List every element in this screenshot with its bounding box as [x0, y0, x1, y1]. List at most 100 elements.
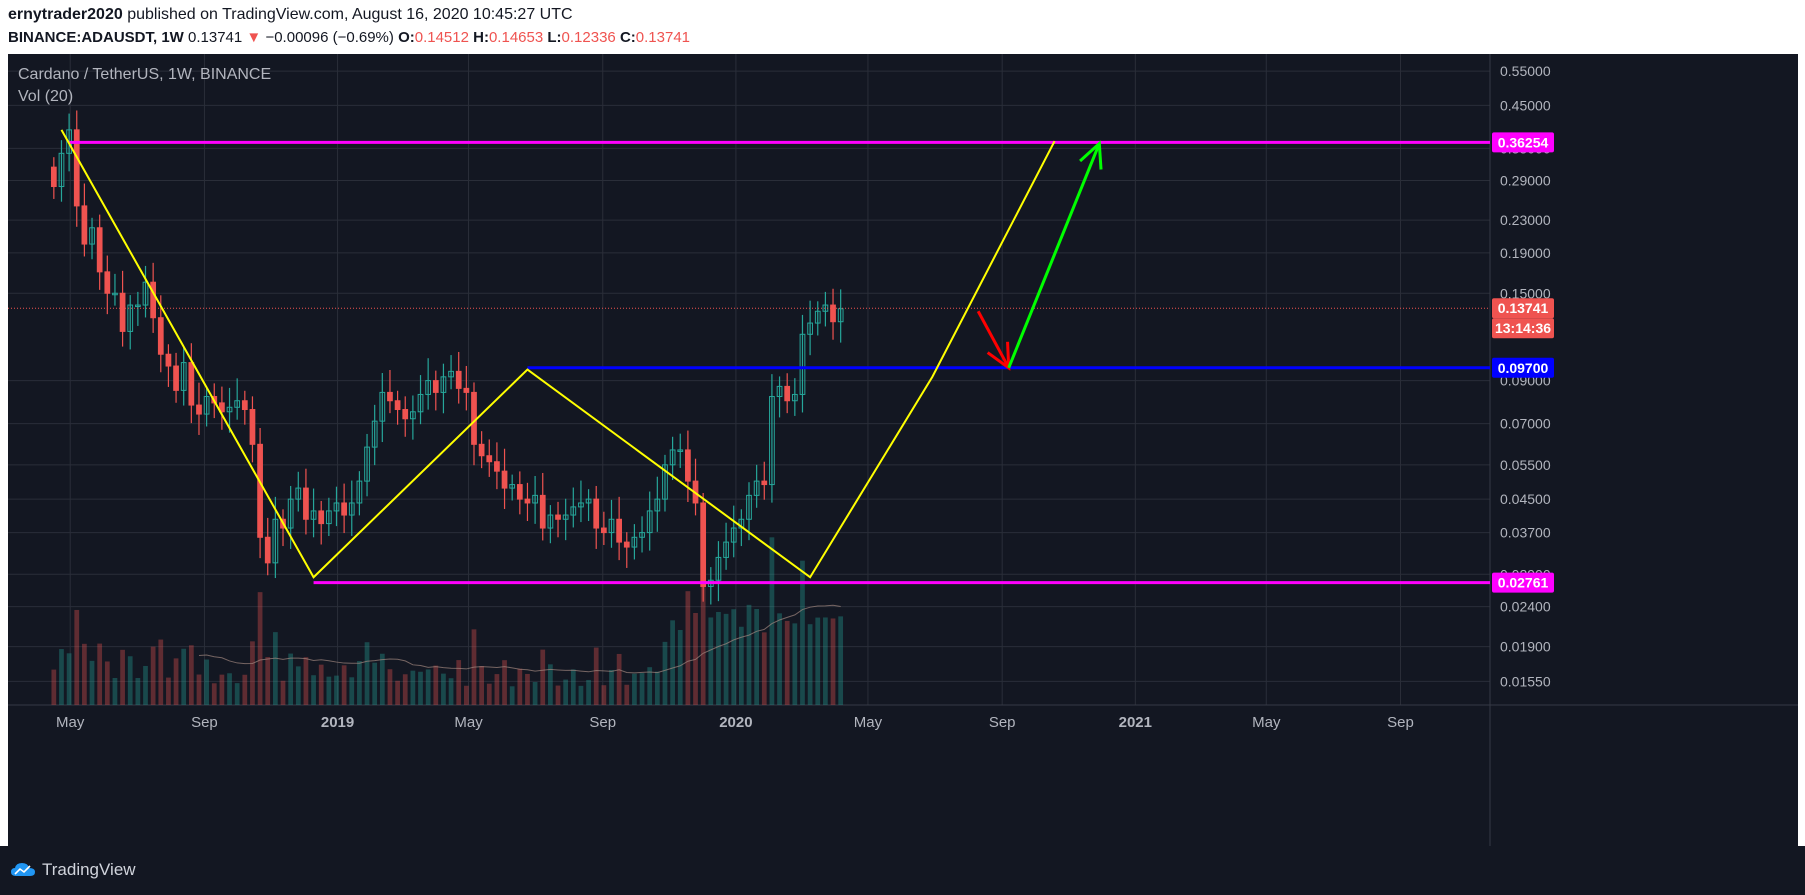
volume-bar [97, 643, 103, 705]
candle-body [310, 510, 317, 520]
volume-bar [670, 620, 675, 705]
candle-body [616, 518, 623, 543]
volume-bar [74, 609, 80, 705]
volume-bar [761, 632, 767, 705]
candle-body [287, 498, 294, 529]
volume-bar [479, 665, 484, 705]
candle-body [150, 281, 157, 319]
symbol: BINANCE:ADAUSDT, 1W [8, 29, 184, 46]
volume-bar [265, 657, 271, 705]
volume-bar [280, 680, 286, 705]
x-tick-label: May [1252, 714, 1281, 731]
volume-bar [532, 681, 538, 705]
candle-body [295, 487, 302, 500]
volume-bar [127, 656, 133, 705]
volume-bar [410, 670, 416, 705]
x-tick-label: 2019 [321, 714, 354, 731]
volume-bar [120, 649, 125, 705]
x-tick-label: 2020 [719, 714, 752, 731]
volume-bar [738, 626, 744, 705]
candle-body [417, 393, 424, 413]
close-value: 0.13741 [635, 29, 691, 46]
candle-body [440, 376, 447, 393]
candle-body [50, 166, 57, 188]
volume-bar [807, 624, 813, 705]
volume-bar [66, 653, 72, 705]
candle-body [81, 205, 88, 245]
green-projection-arrow [1007, 142, 1101, 369]
candle-body [753, 480, 760, 496]
volume-bar [494, 674, 500, 705]
open-value: 0.14512 [414, 29, 469, 46]
last-price-label-text: 0.13741 [1498, 300, 1549, 316]
candle-body [799, 333, 806, 395]
candle-body [104, 271, 111, 294]
volume-bar [754, 608, 760, 705]
candle-body [425, 380, 432, 395]
volume-bar [59, 649, 64, 705]
volume-bar [838, 616, 844, 705]
candle-body [539, 494, 546, 529]
candle-body [516, 484, 523, 500]
volume-bar [135, 678, 141, 705]
volume-bar [448, 678, 454, 705]
candle-body [807, 322, 813, 335]
x-tick-label: Sep [1387, 714, 1414, 731]
volume-bar [502, 660, 507, 705]
candle-body [837, 308, 844, 323]
candle-body [272, 518, 279, 564]
volume-bar [777, 613, 782, 705]
countdown-label-box [1492, 318, 1554, 339]
candle-body [196, 404, 202, 415]
candle-body [738, 518, 745, 529]
volume-bar [242, 674, 248, 705]
author-name[interactable]: ernytrader2020 [8, 6, 123, 23]
candle-body [303, 487, 309, 520]
volume-bar [784, 620, 790, 705]
volume-bar [311, 675, 316, 705]
candle-body [432, 380, 439, 393]
tradingview-logo[interactable]: TradingView [10, 860, 136, 880]
volume-bar [800, 560, 805, 705]
volume-bar [372, 662, 378, 705]
candle-body [348, 502, 355, 516]
candle-body [402, 409, 409, 420]
y-tick-label: 0.15000 [1500, 285, 1551, 301]
volume-bar [349, 677, 355, 705]
volume-bar [181, 648, 187, 705]
volume-bar [486, 683, 492, 705]
open-label: O: [398, 29, 415, 46]
candle-body [585, 498, 592, 504]
change: −0.00096 (−0.69%) [265, 29, 394, 46]
candle-body [219, 402, 225, 413]
tradingview-cloud-icon [11, 863, 35, 876]
volume-bar [830, 618, 836, 705]
candle-body [226, 406, 233, 413]
price-chart[interactable]: 0.550000.450000.350000.290000.230000.190… [8, 54, 1798, 846]
volume-bar [456, 660, 462, 705]
volume-bar [219, 674, 225, 705]
candle-body [387, 391, 393, 402]
volume-bar [685, 591, 691, 705]
volume-bar [273, 632, 278, 705]
volume-bar [418, 671, 423, 705]
candle-body [203, 396, 210, 415]
y-tick-label: 0.55000 [1500, 63, 1551, 79]
x-tick-label: Sep [989, 714, 1016, 731]
candle-body [455, 370, 462, 389]
volume-bar [188, 645, 194, 705]
candle-body [646, 510, 653, 534]
volume-bar [609, 669, 614, 705]
chart-area[interactable]: 0.550000.450000.350000.290000.230000.190… [8, 54, 1798, 846]
candle-body [524, 498, 531, 504]
price-label-box [1492, 572, 1554, 593]
candle-body [356, 480, 363, 504]
high-value: 0.14653 [488, 29, 544, 46]
volume-bar [632, 673, 637, 705]
candle-body [532, 494, 538, 504]
volume-bar [402, 674, 408, 705]
candle-body [814, 310, 821, 324]
candle-body [127, 304, 134, 332]
candle-body [394, 400, 401, 411]
candle-body [776, 385, 783, 398]
